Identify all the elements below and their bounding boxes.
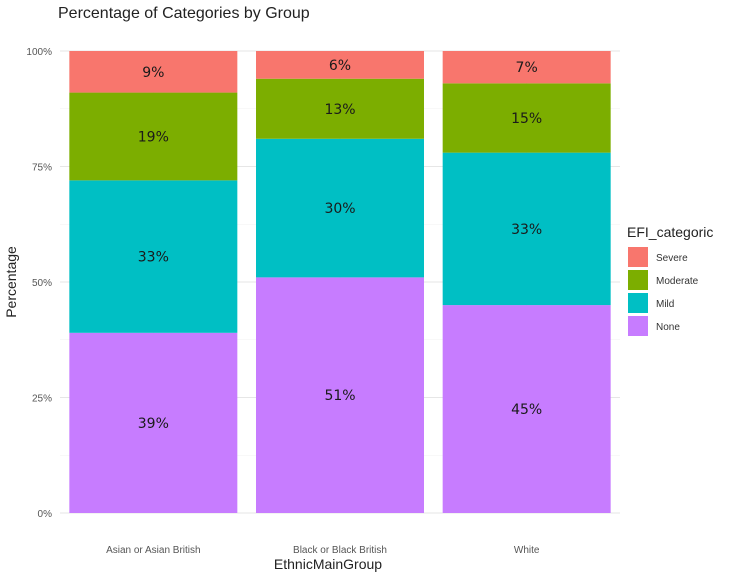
y-tick-label: 100% — [26, 47, 52, 58]
x-axis-ticks: Asian or Asian British Black or Black Bri… — [106, 545, 540, 556]
data-label-none: 45% — [511, 402, 542, 418]
y-tick-label: 50% — [32, 278, 52, 289]
bar-segment-none — [442, 305, 611, 513]
bar-segment-mild — [256, 138, 424, 278]
legend: EFI_categoric Severe Moderate Mild None — [627, 224, 713, 336]
bar-segment-moderate — [256, 78, 424, 139]
bar-segment-severe — [442, 51, 611, 84]
x-tick-label: White — [514, 545, 540, 556]
bar-segment-severe — [256, 51, 424, 79]
bar-segment-none — [256, 277, 424, 513]
legend-title: EFI_categoric — [627, 224, 713, 240]
y-tick-label: 25% — [32, 394, 52, 405]
legend-label-severe: Severe — [656, 253, 688, 264]
x-tick-label: Asian or Asian British — [106, 545, 201, 556]
y-axis-ticks: 0% 25% 50% 75% 100% — [26, 47, 52, 520]
legend-label-mild: Mild — [656, 299, 674, 310]
bar-marks — [69, 51, 611, 513]
legend-key-moderate — [628, 270, 648, 290]
data-label-severe: 9% — [142, 65, 164, 81]
legend-key-mild — [628, 293, 648, 313]
legend-label-none: None — [656, 322, 680, 333]
y-axis-title: Percentage — [3, 246, 19, 318]
data-label-moderate: 15% — [511, 111, 542, 127]
y-tick-label: 75% — [32, 163, 52, 174]
data-labels: 39% 33% 19% 9% 51% 30% 13% 6% 45% 33% 15% 7% — [138, 58, 542, 432]
bar-segment-mild — [442, 152, 611, 306]
bar-segment-moderate — [69, 92, 238, 181]
data-label-moderate: 19% — [138, 129, 169, 145]
legend-key-severe — [628, 247, 648, 267]
legend-key-none — [628, 316, 648, 336]
data-label-none: 51% — [324, 388, 355, 404]
data-label-mild: 33% — [511, 222, 542, 238]
legend-label-moderate: Moderate — [656, 276, 699, 287]
data-label-moderate: 13% — [324, 102, 355, 118]
data-label-severe: 7% — [516, 60, 538, 76]
data-label-mild: 33% — [138, 250, 169, 266]
data-label-severe: 6% — [329, 58, 351, 74]
bar-segment-none — [69, 332, 238, 513]
data-label-mild: 30% — [324, 201, 355, 217]
x-axis-title: EthnicMainGroup — [274, 556, 382, 572]
bar-segment-moderate — [442, 83, 611, 153]
y-tick-label: 0% — [38, 509, 53, 520]
bar-segment-severe — [69, 51, 238, 93]
data-label-none: 39% — [138, 416, 169, 432]
bar-segment-mild — [69, 180, 238, 333]
chart-title: Percentage of Categories by Group — [58, 5, 310, 22]
x-tick-label: Black or Black British — [293, 545, 387, 556]
